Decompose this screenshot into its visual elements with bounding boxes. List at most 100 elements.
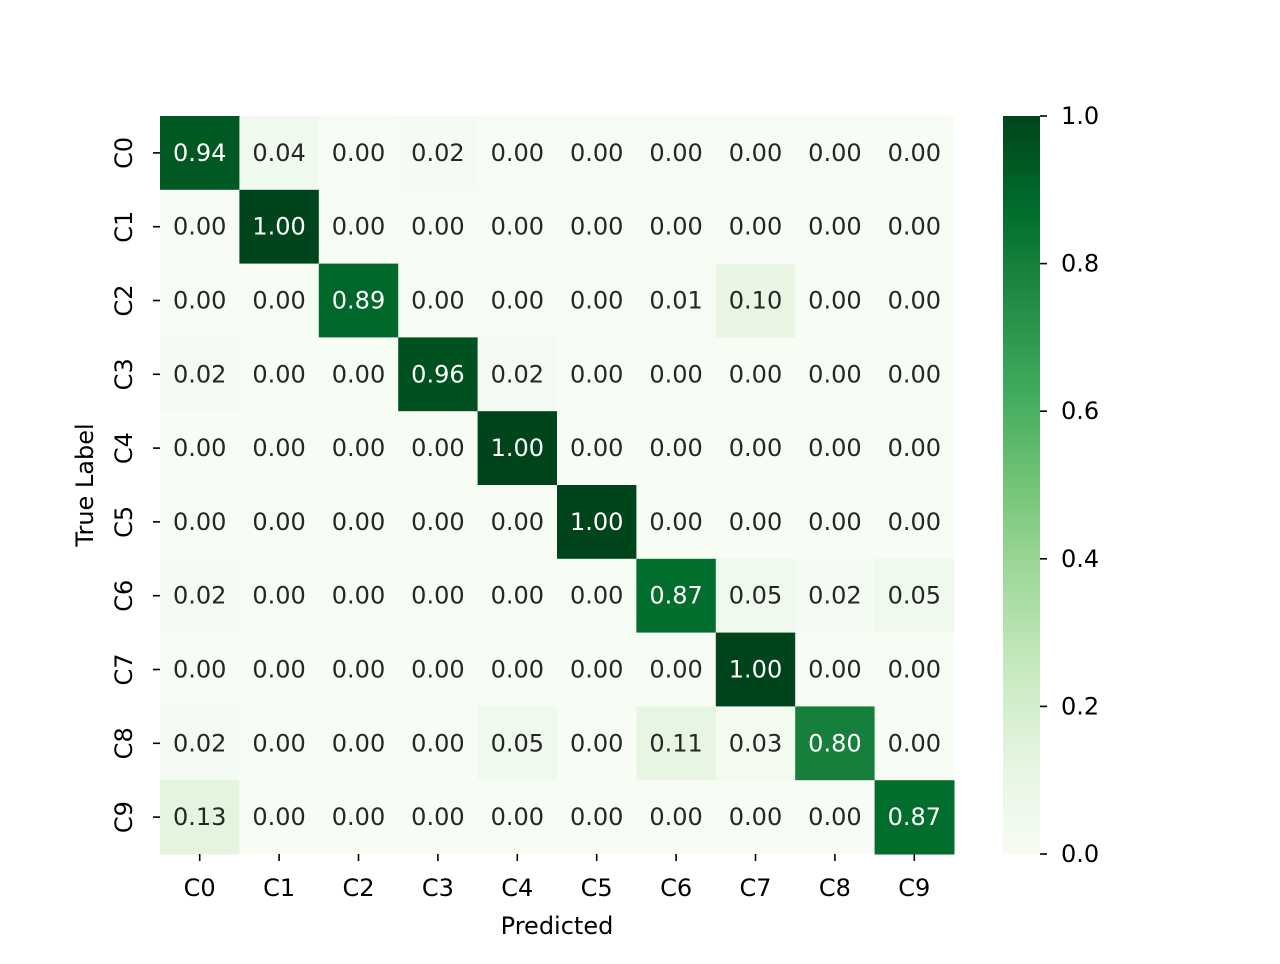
cell-value-label: 0.00 xyxy=(808,656,861,684)
heatmap-cell xyxy=(160,263,240,338)
heatmap-cell xyxy=(557,116,637,191)
cell-value-label: 0.05 xyxy=(888,582,941,610)
cell-value-label: 0.00 xyxy=(570,729,623,757)
x-tick-label: C0 xyxy=(184,874,216,902)
x-axis-label: Predicted xyxy=(501,912,614,940)
heatmap-cell xyxy=(636,780,717,855)
x-tick-label: C3 xyxy=(422,874,454,902)
heatmap-cell xyxy=(318,558,399,634)
heatmap-cell xyxy=(557,632,637,707)
heatmap-cell xyxy=(318,706,399,781)
heatmap-cell xyxy=(477,558,558,634)
cell-value-label: 0.00 xyxy=(729,139,782,167)
heatmap-cell xyxy=(318,485,399,560)
heatmap-cell xyxy=(239,558,320,634)
cell-value-label: 0.00 xyxy=(888,139,941,167)
cell-value-label: 0.00 xyxy=(570,656,623,684)
colorbar-tick-label: 0.0 xyxy=(1061,840,1099,868)
cell-value-label: 0.00 xyxy=(173,656,226,684)
cell-value-label: 0.10 xyxy=(729,287,782,315)
cell-value-label: 0.13 xyxy=(173,803,226,831)
cell-value-label: 0.00 xyxy=(332,656,385,684)
cell-value-label: 0.00 xyxy=(808,434,861,462)
cell-value-label: 0.05 xyxy=(729,582,782,610)
heatmap-cell xyxy=(477,632,558,707)
heatmap-cell xyxy=(318,189,399,265)
heatmap-cell xyxy=(715,337,796,412)
cell-value-label: 0.04 xyxy=(252,139,305,167)
heatmap-cell xyxy=(398,189,479,265)
heatmap-cell xyxy=(795,632,876,707)
cell-value-label: 0.00 xyxy=(332,582,385,610)
cell-value-label: 0.00 xyxy=(411,213,464,241)
y-axis-label: True Label xyxy=(71,423,99,547)
heatmap-cell xyxy=(239,632,320,707)
cell-value-label: 0.00 xyxy=(808,360,861,388)
cell-value-label: 0.00 xyxy=(808,803,861,831)
heatmap-cell xyxy=(636,632,717,707)
cell-value-label: 1.00 xyxy=(491,434,544,462)
cell-value-label: 0.87 xyxy=(649,582,702,610)
cell-value-label: 0.00 xyxy=(332,139,385,167)
cell-value-label: 0.00 xyxy=(252,729,305,757)
heatmap-cell xyxy=(398,411,479,486)
cell-value-label: 0.00 xyxy=(649,434,702,462)
heatmap-cell xyxy=(715,632,796,707)
heatmap-cell xyxy=(557,411,637,486)
heatmap-cells xyxy=(160,116,955,855)
y-tick-label: C0 xyxy=(110,137,138,169)
cell-value-label: 0.00 xyxy=(252,287,305,315)
heatmap-cell xyxy=(715,558,796,634)
cell-value-label: 0.02 xyxy=(411,139,464,167)
cell-value-label: 0.00 xyxy=(888,508,941,536)
cell-value-label: 0.00 xyxy=(411,582,464,610)
cell-value-label: 0.00 xyxy=(729,360,782,388)
colorbar-tick-label: 0.2 xyxy=(1061,692,1099,720)
heatmap-cell xyxy=(795,337,876,412)
cell-value-label: 0.00 xyxy=(173,213,226,241)
heatmap-cell xyxy=(239,780,320,855)
heatmap-cell xyxy=(874,485,955,560)
heatmap-cell xyxy=(160,632,240,707)
cell-value-label: 0.00 xyxy=(729,213,782,241)
cell-value-label: 0.00 xyxy=(888,287,941,315)
heatmap-cell xyxy=(239,485,320,560)
heatmap-cell xyxy=(477,116,558,191)
cell-value-label: 0.02 xyxy=(491,360,544,388)
heatmap-cell xyxy=(239,337,320,412)
heatmap-cell xyxy=(795,189,876,265)
colorbar-tick-label: 1.0 xyxy=(1061,102,1099,130)
heatmap-cell xyxy=(795,706,876,781)
colorbar-gradient xyxy=(1003,116,1040,854)
cell-value-label: 0.00 xyxy=(491,139,544,167)
cell-value-label: 0.00 xyxy=(252,656,305,684)
heatmap-cell xyxy=(398,780,479,855)
cell-value-label: 0.00 xyxy=(570,213,623,241)
heatmap-cell xyxy=(239,411,320,486)
heatmap-cell xyxy=(874,780,955,855)
cell-value-label: 0.00 xyxy=(252,360,305,388)
cell-value-label: 0.00 xyxy=(252,803,305,831)
cell-value-label: 0.02 xyxy=(173,582,226,610)
cell-value-label: 1.00 xyxy=(570,508,623,536)
cell-value-label: 0.96 xyxy=(411,360,464,388)
heatmap-cell xyxy=(398,706,479,781)
y-tick-label: C1 xyxy=(110,211,138,243)
heatmap-cell xyxy=(318,116,399,191)
cell-value-label: 0.00 xyxy=(570,139,623,167)
cell-value-label: 0.00 xyxy=(252,582,305,610)
colorbar-tick-label: 0.4 xyxy=(1061,545,1099,573)
cell-value-label: 0.00 xyxy=(411,434,464,462)
heatmap-cell xyxy=(557,485,637,560)
heatmap-cell xyxy=(715,263,796,338)
heatmap-cell xyxy=(477,706,558,781)
heatmap-cell xyxy=(398,632,479,707)
heatmap-cell xyxy=(715,485,796,560)
cell-value-label: 0.00 xyxy=(491,508,544,536)
cell-value-label: 0.00 xyxy=(332,360,385,388)
cell-value-label: 0.00 xyxy=(649,803,702,831)
x-tick-label: C9 xyxy=(898,874,930,902)
cell-value-label: 0.11 xyxy=(649,729,702,757)
y-tick-label: C4 xyxy=(110,432,138,464)
